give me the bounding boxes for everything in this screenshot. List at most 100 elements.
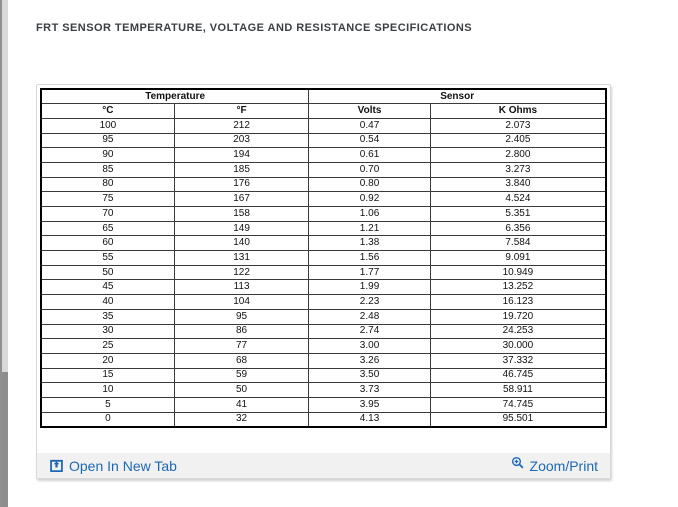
table-cell: 50: [173, 382, 310, 398]
left-scrollbar[interactable]: [0, 0, 8, 507]
table-cell: 3.50: [308, 367, 431, 384]
table-cell: 4.524: [429, 191, 607, 207]
table-cell: 158: [173, 206, 310, 222]
table-row: 85 185 0.70 3.273: [40, 161, 607, 178]
table-cell: 2.23: [308, 294, 431, 310]
table-cell: 15: [40, 367, 175, 384]
table-row: 75 167 0.92 4.524: [40, 191, 607, 207]
table-cell: 0.61: [308, 147, 431, 163]
table-cell: 140: [173, 235, 310, 252]
table-cell: 3.95: [308, 396, 431, 413]
table-row: 100 212 0.47 2.073: [40, 117, 607, 134]
table-cell: 2.48: [308, 308, 431, 325]
table-cell: 74.745: [429, 396, 607, 413]
table-cell: 70: [40, 206, 175, 222]
table-cell: 75: [40, 191, 175, 207]
table-cell: 3.00: [308, 338, 431, 354]
table-cell: 85: [40, 161, 175, 178]
scrollbar-thumb[interactable]: [2, 372, 8, 507]
table-cell: 104: [173, 294, 310, 310]
table-cell: 2.74: [308, 323, 431, 340]
open-in-new-tab-link[interactable]: Open In New Tab: [49, 458, 177, 474]
table-cell: 2.800: [429, 147, 607, 163]
spec-table-body: 100 212 0.47 2.073 95 203 0.54 2.405 90 194 0.61 2.…: [40, 117, 607, 428]
table-cell: 13.252: [429, 279, 607, 296]
table-cell: 86: [173, 323, 310, 340]
table-cell: 77: [173, 338, 310, 354]
table-row: 35 95 2.48 19.720: [40, 308, 607, 325]
table-cell: 5: [40, 396, 175, 413]
table-cell: 149: [173, 220, 310, 237]
table-row: 80 176 0.80 3.840: [40, 176, 607, 193]
table-row: 25 77 3.00 30.000: [40, 338, 607, 354]
table-row: 30 86 2.74 24.253: [40, 323, 607, 340]
table-cell: 4.13: [308, 411, 431, 428]
table-cell: 5.351: [429, 206, 607, 222]
page-title: FRT SENSOR TEMPERATURE, VOLTAGE AND RESI…: [36, 22, 473, 34]
table-cell: 68: [173, 352, 310, 369]
spec-table-wrap: Temperature Sensor °C °F Volts K Ohms 10…: [37, 85, 610, 428]
table-cell: 90: [40, 147, 175, 163]
table-cell: 40: [40, 294, 175, 310]
table-cell: 1.99: [308, 279, 431, 296]
table-cell: 0.47: [308, 117, 431, 134]
table-cell: 95: [173, 308, 310, 325]
table-cell: 32: [173, 411, 310, 428]
table-cell: 25: [40, 338, 175, 354]
table-cell: 185: [173, 161, 310, 178]
table-cell: 65: [40, 220, 175, 237]
table-row: 10 50 3.73 58.911: [40, 382, 607, 398]
table-row: 55 131 1.56 9.091: [40, 250, 607, 266]
zoom-magnifier-plus-icon: [511, 456, 525, 470]
table-row: 15 59 3.50 46.745: [40, 367, 607, 384]
col-header-celsius: °C: [40, 103, 175, 119]
table-cell: 30: [40, 323, 175, 340]
col-header-volts: Volts: [308, 103, 431, 119]
table-row: 45 113 1.99 13.252: [40, 279, 607, 296]
table-cell: 95.501: [429, 411, 607, 428]
col-header-fahrenheit: °F: [173, 103, 310, 119]
table-cell: 0.92: [308, 191, 431, 207]
table-cell: 0: [40, 411, 175, 428]
table-cell: 1.56: [308, 250, 431, 266]
col-header-kohms: K Ohms: [429, 103, 607, 119]
table-cell: 46.745: [429, 367, 607, 384]
table-row: 40 104 2.23 16.123: [40, 294, 607, 310]
table-row: 50 122 1.77 10.949: [40, 264, 607, 281]
table-cell: 2.073: [429, 117, 607, 134]
table-cell: 59: [173, 367, 310, 384]
zoom-print-link[interactable]: Zoom/Print: [511, 456, 598, 474]
table-cell: 131: [173, 250, 310, 266]
table-cell: 10.949: [429, 264, 607, 281]
table-cell: 0.70: [308, 161, 431, 178]
table-cell: 203: [173, 132, 310, 149]
table-cell: 0.54: [308, 132, 431, 149]
table-row: 65 149 1.21 6.356: [40, 220, 607, 237]
table-cell: 1.06: [308, 206, 431, 222]
table-cell: 167: [173, 191, 310, 207]
table-cell: 37.332: [429, 352, 607, 369]
table-row: 5 41 3.95 74.745: [40, 396, 607, 413]
table-cell: 3.73: [308, 382, 431, 398]
table-cell: 0.80: [308, 176, 431, 193]
table-cell: 45: [40, 279, 175, 296]
viewer-footer-bar: Open In New Tab Zoom/Print: [37, 453, 610, 478]
table-cell: 16.123: [429, 294, 607, 310]
group-header-row: Temperature Sensor: [40, 88, 607, 105]
table-cell: 2.405: [429, 132, 607, 149]
table-cell: 41: [173, 396, 310, 413]
table-cell: 55: [40, 250, 175, 266]
open-in-new-tab-icon: [49, 458, 64, 473]
table-cell: 194: [173, 147, 310, 163]
table-cell: 100: [40, 117, 175, 134]
table-cell: 20: [40, 352, 175, 369]
spec-table-card: Temperature Sensor °C °F Volts K Ohms 10…: [36, 84, 611, 479]
table-cell: 80: [40, 176, 175, 193]
table-cell: 50: [40, 264, 175, 281]
table-cell: 24.253: [429, 323, 607, 340]
table-cell: 1.38: [308, 235, 431, 252]
spec-table: Temperature Sensor °C °F Volts K Ohms 10…: [40, 88, 607, 428]
table-cell: 3.840: [429, 176, 607, 193]
table-cell: 6.356: [429, 220, 607, 237]
table-cell: 113: [173, 279, 310, 296]
